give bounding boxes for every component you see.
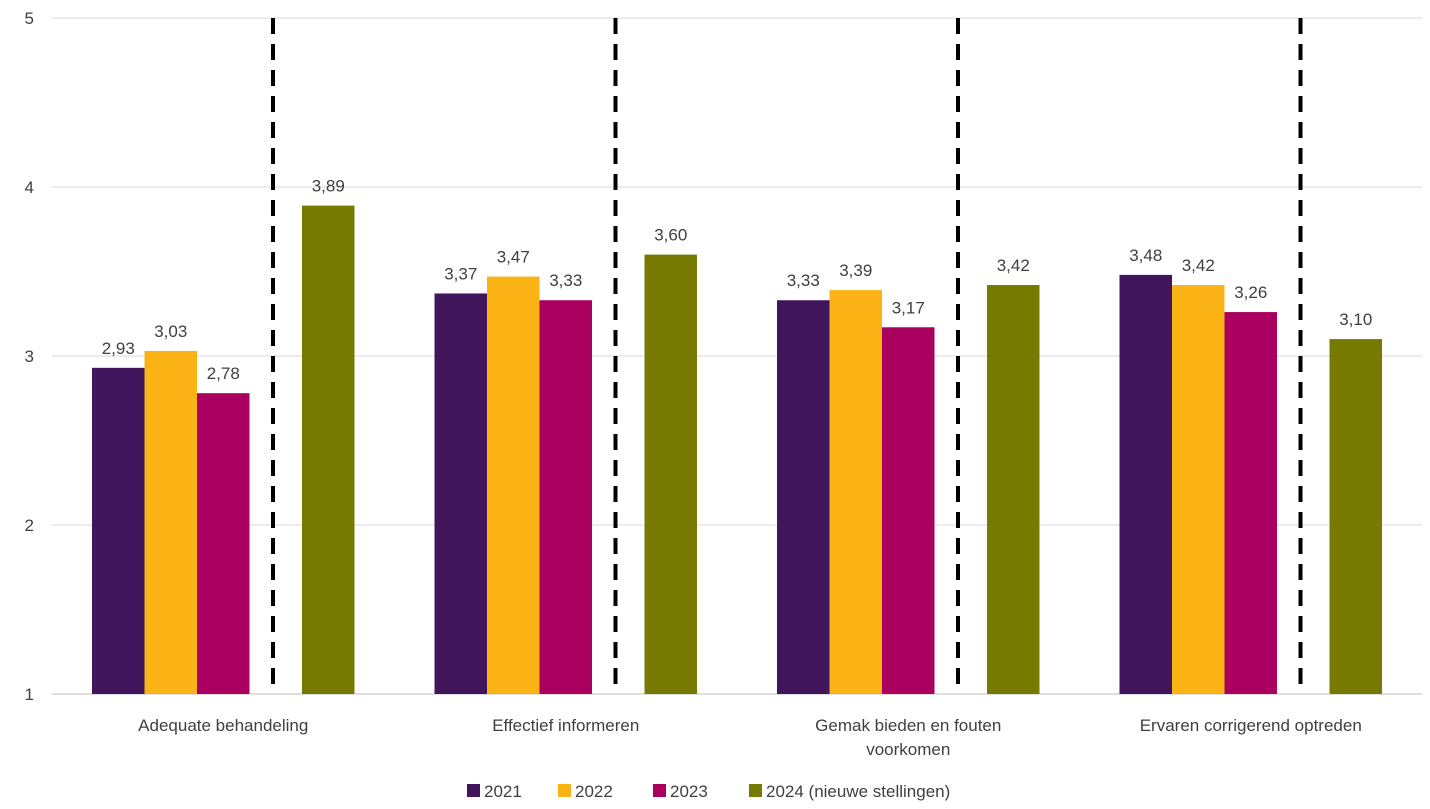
data-label: 3,48 [1129,246,1162,265]
legend-label: 2023 [670,782,708,801]
data-label: 3,89 [312,177,345,196]
bar-2023 [197,393,250,694]
category-label: Gemak bieden en fouten [815,716,1001,735]
data-label: 3,03 [154,322,187,341]
data-label: 3,39 [839,261,872,280]
legend-swatch [558,784,571,797]
legend-swatch [749,784,762,797]
y-tick-label: 5 [25,9,34,28]
data-label: 3,33 [549,271,582,290]
legend-label: 2021 [484,782,522,801]
bar-2024 [1329,339,1382,694]
bar-2021 [1119,274,1172,694]
bar-2022 [487,276,540,694]
category-label: voorkomen [866,740,950,759]
y-tick-label: 3 [25,347,34,366]
y-tick-label: 2 [25,516,34,535]
bar-2024 [302,205,355,694]
bar-2021 [777,300,830,694]
bar-2021 [434,293,487,694]
bar-2023 [539,300,592,694]
y-tick-label: 4 [25,178,34,197]
bar-2022 [1172,285,1225,694]
legend-label: 2024 (nieuwe stellingen) [766,782,950,801]
category-label: Adequate behandeling [138,716,308,735]
bar-2023 [1224,312,1277,694]
category-label: Effectief informeren [492,716,639,735]
y-tick-label: 1 [25,685,34,704]
bar-2022 [144,350,197,694]
legend-swatch [653,784,666,797]
data-label: 3,37 [444,264,477,283]
bar-2024 [644,254,697,694]
legend-swatch [467,784,480,797]
bar-2021 [92,367,145,694]
bar-2023 [882,327,935,694]
data-label: 3,42 [997,256,1030,275]
bar-2022 [829,290,882,694]
data-label: 2,93 [102,339,135,358]
bar-2024 [987,285,1040,694]
legend-label: 2022 [575,782,613,801]
category-label: Ervaren corrigerend optreden [1140,716,1362,735]
data-label: 3,42 [1182,256,1215,275]
data-label: 3,10 [1339,310,1372,329]
data-label: 2,78 [207,364,240,383]
data-label: 3,47 [497,248,530,267]
data-label: 3,33 [787,271,820,290]
data-label: 3,17 [892,298,925,317]
data-label: 3,26 [1234,283,1267,302]
data-label: 3,60 [654,226,687,245]
